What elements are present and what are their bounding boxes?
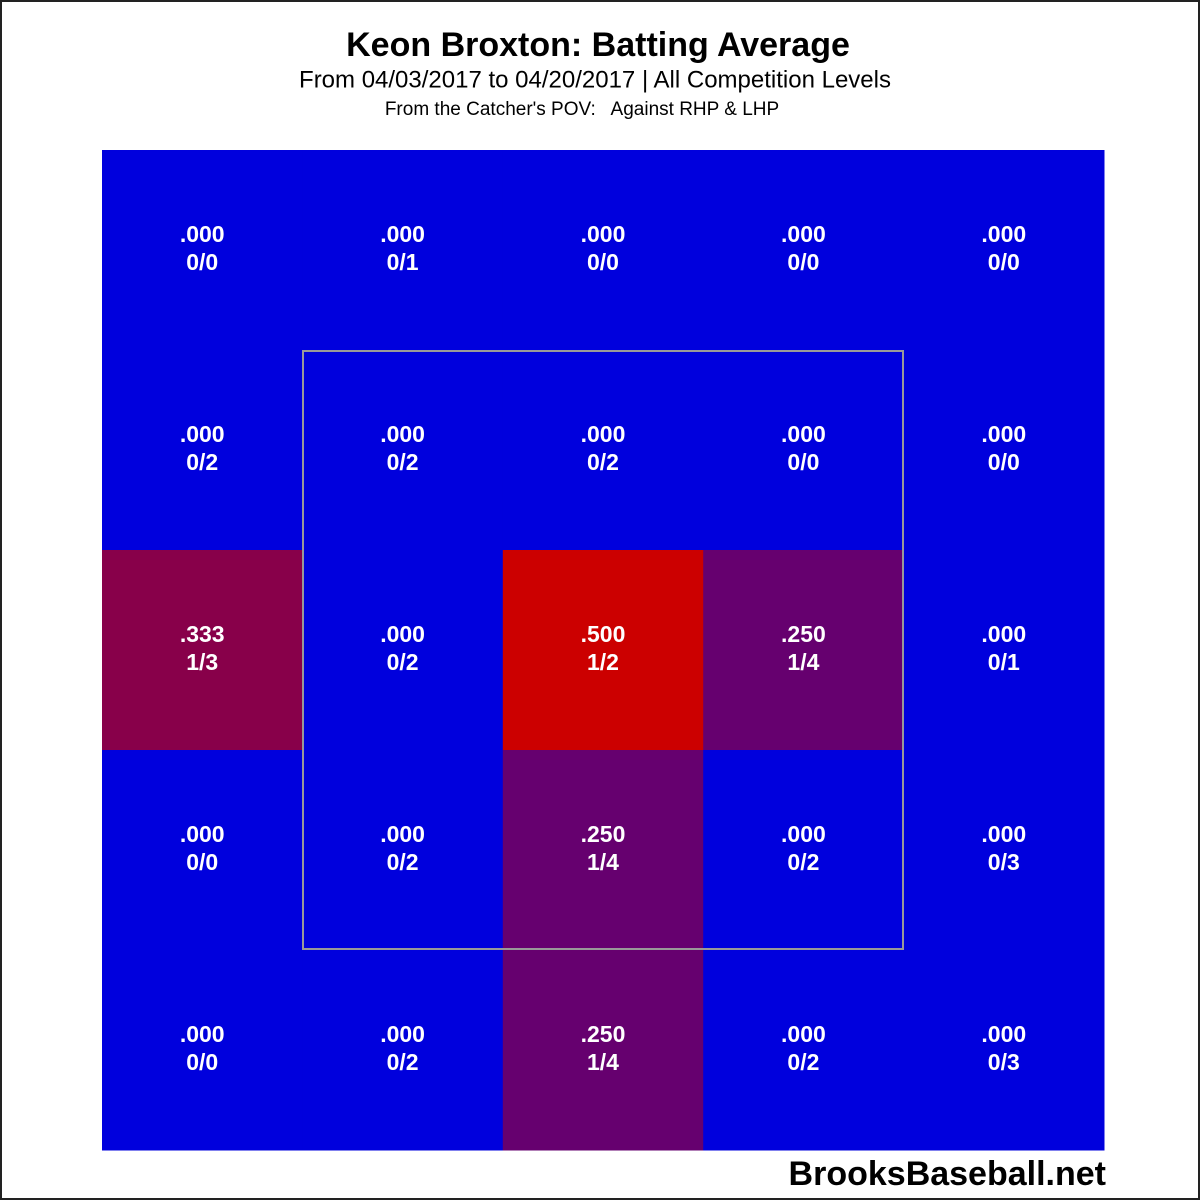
value-label: .000 [380, 221, 425, 247]
count-label: 0/2 [387, 649, 419, 675]
count-label: 1/4 [587, 849, 619, 875]
count-label: 0/1 [988, 649, 1020, 675]
value-label: .000 [781, 421, 826, 447]
source: BrooksBaseball.net [789, 1155, 1106, 1193]
cell [903, 150, 1105, 351]
strike-zone [302, 350, 904, 950]
value-label: .000 [981, 421, 1026, 447]
cell [903, 950, 1105, 1151]
count-label: 0/2 [387, 849, 419, 875]
value-label: .000 [981, 221, 1026, 247]
value-label: .000 [581, 221, 626, 247]
cell [903, 550, 1105, 751]
value-label: .000 [380, 821, 425, 847]
cell [302, 750, 504, 951]
chart-subtitle: From 04/03/2017 to 04/20/2017 | All Comp… [299, 66, 891, 93]
count-label: 0/2 [787, 1049, 819, 1075]
count-label: 0/2 [387, 1049, 419, 1075]
cell [102, 950, 303, 1151]
cell [703, 950, 905, 1151]
count-label: 0/2 [787, 849, 819, 875]
count-label: 0/2 [186, 449, 218, 475]
count-label: 1/2 [587, 649, 619, 675]
cell [302, 150, 504, 351]
cell [302, 350, 504, 551]
cell [102, 350, 303, 551]
count-label: 0/0 [787, 449, 819, 475]
value-label: .250 [781, 621, 826, 647]
cell [102, 150, 303, 351]
cell [302, 550, 504, 751]
value-label: .500 [581, 621, 626, 647]
value-label: .000 [180, 221, 225, 247]
value-label: .000 [180, 821, 225, 847]
count-label: 0/0 [186, 1049, 218, 1075]
cell [703, 350, 905, 551]
heatmap: .0000/0.0000/1.0000/0.0000/0.0000/0.0000… [102, 150, 1105, 1151]
count-label: 0/3 [988, 849, 1020, 875]
count-label: 0/0 [186, 249, 218, 275]
value-label: .000 [180, 1021, 225, 1047]
count-label: 0/0 [988, 249, 1020, 275]
value-label: .000 [180, 421, 225, 447]
count-label: 0/0 [587, 249, 619, 275]
cell [102, 550, 303, 751]
cell [102, 750, 303, 951]
cell [302, 950, 504, 1151]
count-label: 1/4 [587, 1049, 619, 1075]
value-label: .000 [380, 621, 425, 647]
value-label: .000 [380, 1021, 425, 1047]
chart-title: Keon Broxton: Batting Average [346, 26, 850, 64]
cell [502, 150, 704, 351]
cell [502, 550, 704, 751]
count-label: 0/0 [186, 849, 218, 875]
value-label: .000 [981, 621, 1026, 647]
value-label: .000 [781, 221, 826, 247]
value-label: .000 [581, 421, 626, 447]
count-label: 1/3 [186, 649, 218, 675]
cell [502, 950, 704, 1151]
cell [903, 350, 1105, 551]
value-label: .250 [581, 1021, 626, 1047]
value-label: .000 [380, 421, 425, 447]
value-label: .000 [781, 821, 826, 847]
value-label: .000 [981, 1021, 1026, 1047]
cell [903, 750, 1105, 951]
count-label: 0/3 [988, 1049, 1020, 1075]
count-label: 0/2 [387, 449, 419, 475]
count-label: 1/4 [787, 649, 819, 675]
value-label: .000 [781, 1021, 826, 1047]
value-label: .333 [180, 621, 225, 647]
count-label: 0/1 [387, 249, 419, 275]
count-label: 0/0 [787, 249, 819, 275]
count-label: 0/2 [587, 449, 619, 475]
value-label: .250 [581, 821, 626, 847]
cell [502, 350, 704, 551]
cell [703, 150, 905, 351]
cell [703, 750, 905, 951]
chart-note: From the Catcher's POV: Against RHP & LH… [385, 99, 779, 120]
cell [703, 550, 905, 751]
value-label: .000 [981, 821, 1026, 847]
count-label: 0/0 [988, 449, 1020, 475]
cell [502, 750, 704, 951]
